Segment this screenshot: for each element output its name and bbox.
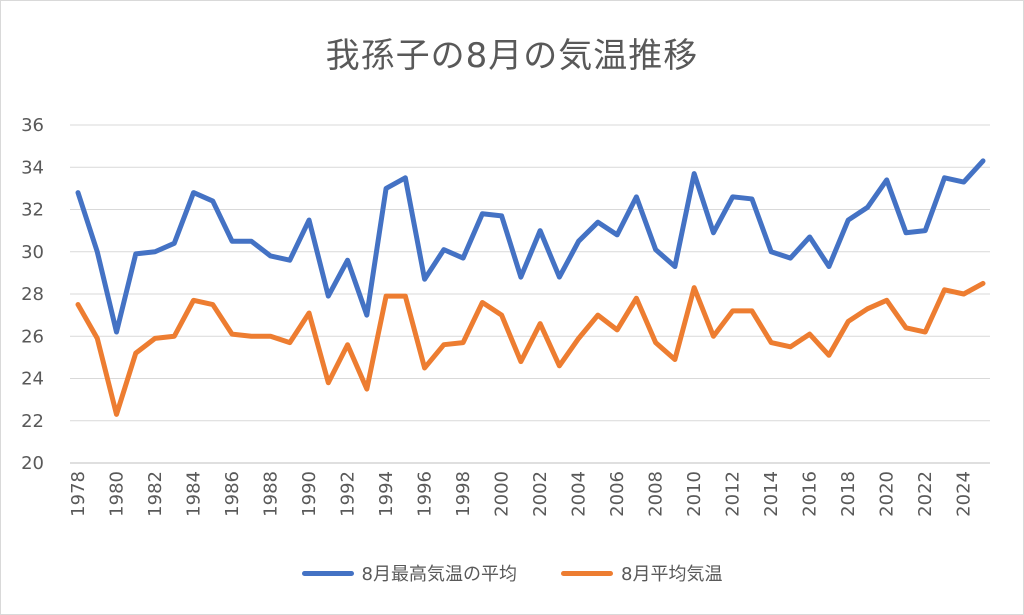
- x-tick-label: 2020: [877, 471, 898, 517]
- series-line-avg: [75, 280, 986, 417]
- x-tick-label: 1992: [338, 471, 359, 517]
- x-tick-label: 2002: [530, 471, 551, 517]
- legend-label-avg: 8月平均気温: [621, 564, 723, 585]
- x-tick-label: 1996: [415, 471, 436, 517]
- x-tick-label: 2000: [492, 471, 513, 517]
- y-tick-label: 34: [21, 157, 44, 178]
- x-tick-label: 2006: [607, 471, 628, 517]
- x-tick-label: 2012: [723, 471, 744, 517]
- y-tick-label: 26: [21, 326, 44, 347]
- x-tick-label: 1988: [261, 471, 282, 517]
- x-tick-label: 2008: [646, 471, 667, 517]
- y-tick-label: 24: [21, 369, 44, 390]
- legend: 8月最高気温の平均 8月平均気温: [0, 560, 1024, 586]
- x-tick-label: 2018: [838, 471, 859, 517]
- y-tick-label: 20: [21, 453, 44, 474]
- y-tick-label: 28: [21, 284, 44, 305]
- x-tick-label: 1978: [68, 471, 89, 517]
- x-tick-label: 2004: [569, 471, 590, 517]
- x-tick-label: 1986: [222, 471, 243, 517]
- x-tick-label: 2014: [761, 471, 782, 517]
- x-tick-label: 1994: [376, 471, 397, 517]
- x-tick-label: 1990: [299, 471, 320, 517]
- x-tick-label: 1980: [107, 471, 128, 517]
- x-tick-label: 1982: [145, 471, 166, 517]
- legend-swatch-max: [301, 570, 354, 576]
- x-tick-label: 1998: [453, 471, 474, 517]
- x-tick-label: 2022: [915, 471, 936, 517]
- legend-item-avg: 8月平均気温: [561, 560, 722, 586]
- legend-swatch-avg: [561, 570, 613, 576]
- legend-label-max: 8月最高気温の平均: [361, 564, 517, 585]
- y-tick-label: 22: [21, 411, 44, 432]
- y-tick-label: 30: [21, 242, 44, 263]
- legend-item-max: 8月最高気温の平均: [301, 560, 517, 586]
- x-tick-label: 2024: [954, 471, 975, 517]
- chart-title: 我孫子の8月の気温推移: [325, 36, 699, 76]
- y-tick-label: 32: [21, 200, 44, 221]
- y-tick-label: 36: [21, 115, 44, 136]
- series-line-max: [75, 158, 986, 335]
- x-tick-label: 2016: [800, 471, 821, 517]
- x-tick-label: 2010: [684, 471, 705, 517]
- x-tick-label: 1984: [184, 471, 205, 517]
